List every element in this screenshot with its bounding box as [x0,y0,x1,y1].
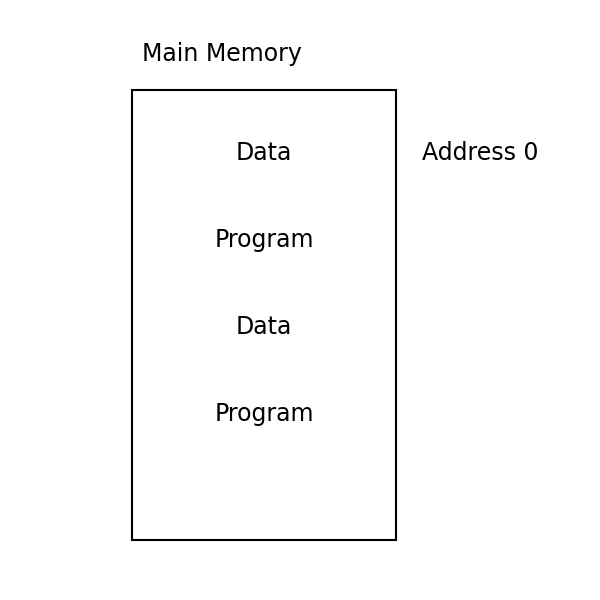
Text: Data: Data [236,315,292,339]
Text: Data: Data [236,141,292,165]
Text: Program: Program [214,228,314,252]
Text: Address 0: Address 0 [422,141,538,165]
Text: Main Memory: Main Memory [142,42,302,66]
Bar [132,90,396,540]
Text: Program: Program [214,402,314,426]
